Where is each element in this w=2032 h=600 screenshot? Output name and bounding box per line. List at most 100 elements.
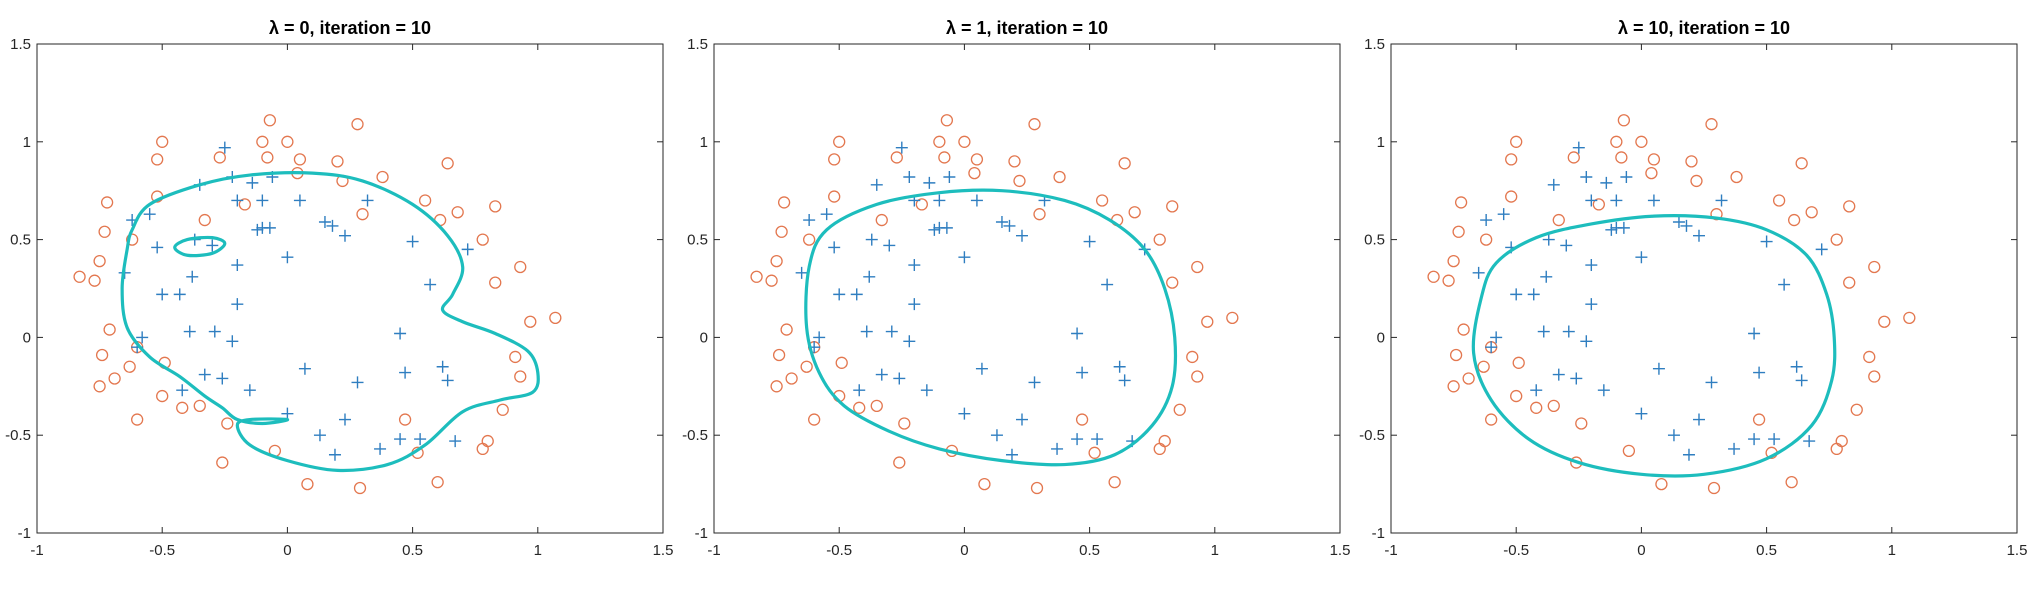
positive-sample-point [875, 368, 888, 381]
positive-sample-point [813, 331, 826, 344]
x-tick-label: -1 [1384, 542, 1397, 559]
positive-sample-point [1667, 429, 1680, 442]
negative-sample-point [123, 360, 136, 373]
negative-sample-point [1030, 481, 1044, 495]
x-tick-label: -0.5 [1503, 542, 1529, 559]
positive-sample-point [326, 219, 339, 232]
positive-sample-point [1542, 233, 1555, 246]
positive-sample-point [394, 327, 407, 340]
negative-sample-point [293, 153, 307, 166]
negative-sample-point [1730, 170, 1743, 184]
positive-sample-point [1003, 219, 1016, 232]
negative-sample-point [1552, 213, 1565, 227]
x-tick-label: 0 [960, 542, 968, 559]
negative-sample-point [1201, 315, 1214, 328]
negative-sample-point [331, 155, 344, 168]
negative-sample-point [263, 114, 277, 127]
positive-sample-point [414, 433, 427, 446]
positive-sample-point [1005, 448, 1018, 461]
positive-sample-point [1815, 243, 1828, 256]
negative-sample-point [198, 213, 211, 227]
negative-sample-point [970, 153, 984, 166]
negative-sample-point [98, 225, 111, 238]
positive-sample-point [1015, 413, 1028, 426]
positive-sample-point [1620, 171, 1633, 184]
positive-sample-point [1051, 442, 1064, 455]
negative-sample-point [509, 350, 522, 364]
negative-sample-point [489, 200, 502, 213]
positive-sample-point [1472, 266, 1485, 279]
positive-sample-point [1071, 433, 1084, 446]
negative-sample-point [176, 401, 189, 414]
negative-sample-point [1617, 114, 1631, 127]
chart-title: λ = 0, iteration = 10 [269, 18, 431, 38]
positive-sample-point [1600, 176, 1613, 189]
negative-sample-point [376, 170, 389, 184]
negative-sample-point [1705, 118, 1718, 131]
negative-sample-point [1863, 350, 1876, 364]
positive-sample-point [865, 233, 878, 246]
positive-sample-point [1647, 194, 1660, 207]
positive-sample-point [136, 331, 149, 344]
x-tick-label: 1 [1211, 542, 1219, 559]
negative-sample-point [835, 356, 848, 369]
x-tick-label: 0.5 [1079, 542, 1100, 559]
negative-sample-point [780, 323, 793, 336]
negative-sample-point [1575, 417, 1588, 430]
x-tick-label: 0.5 [402, 542, 423, 559]
negative-sample-point [1108, 475, 1121, 489]
positive-sample-point [216, 372, 229, 385]
positive-sample-point [1715, 194, 1728, 207]
y-tick-label: 0.5 [1364, 232, 1385, 249]
negative-sample-point [1075, 413, 1089, 426]
positive-sample-point [1083, 235, 1096, 248]
negative-sample-point [151, 153, 164, 166]
positive-sample-point [186, 270, 199, 283]
negative-sample-point [940, 114, 954, 127]
negative-sample-point [750, 270, 763, 283]
negative-sample-point [875, 213, 888, 227]
positive-sample-point [256, 194, 269, 207]
positive-sample-point [1562, 325, 1575, 338]
negative-sample-point [1547, 399, 1560, 413]
negative-sample-point [898, 417, 911, 430]
negative-sample-point [1772, 194, 1786, 207]
chart-svg: λ = 10, iteration = 10 -1 -0.5 0 0.5 1 1.5 -1 -0… [1359, 18, 2027, 559]
positive-sample-point [243, 384, 256, 397]
negative-sample-point [1452, 225, 1465, 238]
y-tick-label: 0.5 [687, 232, 708, 249]
positive-sample-point [1760, 235, 1773, 248]
positive-sample-point [1585, 259, 1598, 272]
positive-sample-point [1652, 362, 1665, 375]
positive-sample-point [406, 235, 419, 248]
negative-sample-point [1447, 254, 1460, 268]
positive-sample-point [246, 176, 259, 189]
positive-sample-point [1605, 223, 1618, 236]
positive-sample-point [1015, 229, 1028, 242]
positive-sample-point [1778, 278, 1791, 291]
positive-sample-point [281, 251, 294, 264]
positive-sample-point [251, 223, 264, 236]
negative-sample-point [775, 225, 788, 238]
positive-sample-point [1692, 413, 1705, 426]
negative-sample-point [1008, 155, 1021, 168]
negative-sample-point [418, 194, 432, 207]
positive-sample-point [923, 176, 936, 189]
subplot-lambda-0: λ = 0, iteration = 10 -1 -0.5 0 0.5 1 1.5 -1 -0.… [0, 0, 677, 600]
positive-sample-point [1028, 376, 1041, 389]
negative-sample-point [938, 151, 951, 164]
negative-sample-point [514, 260, 527, 274]
positive-sample-point [1635, 251, 1648, 264]
negative-sample-point [351, 118, 364, 131]
negative-sample-point [800, 360, 813, 373]
negative-sample-point [1655, 477, 1668, 491]
negative-sample-point [1166, 200, 1179, 213]
negative-sample-point [870, 399, 883, 413]
negative-sample-point [1685, 155, 1698, 168]
positive-sample-point [1682, 448, 1695, 461]
negative-sample-point [93, 380, 106, 393]
negative-sample-point [968, 166, 981, 180]
negative-sample-point [88, 274, 101, 287]
negative-sample-point [1510, 389, 1523, 403]
